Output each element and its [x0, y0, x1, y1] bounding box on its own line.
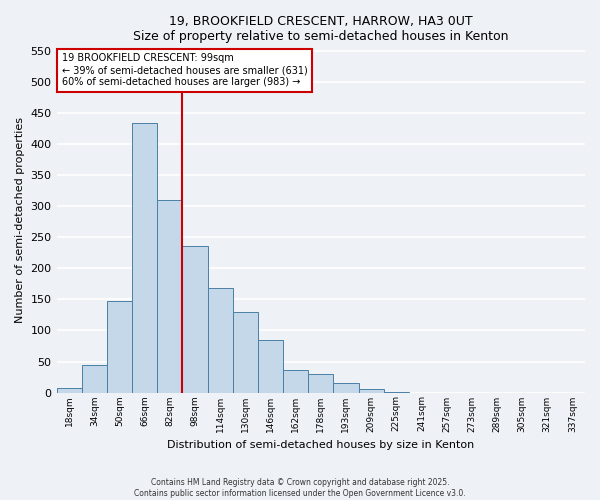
X-axis label: Distribution of semi-detached houses by size in Kenton: Distribution of semi-detached houses by …	[167, 440, 475, 450]
Bar	[283, 370, 308, 392]
Bar	[233, 312, 258, 392]
Bar	[182, 246, 208, 392]
Bar	[359, 390, 383, 392]
Bar	[208, 288, 233, 393]
Text: 19 BROOKFIELD CRESCENT: 99sqm
← 39% of semi-detached houses are smaller (631)
60: 19 BROOKFIELD CRESCENT: 99sqm ← 39% of s…	[62, 54, 308, 86]
Y-axis label: Number of semi-detached properties: Number of semi-detached properties	[15, 118, 25, 324]
Bar	[132, 123, 157, 392]
Bar	[107, 302, 132, 392]
Bar	[56, 388, 82, 392]
Title: 19, BROOKFIELD CRESCENT, HARROW, HA3 0UT
Size of property relative to semi-detac: 19, BROOKFIELD CRESCENT, HARROW, HA3 0UT…	[133, 15, 509, 43]
Bar	[82, 364, 107, 392]
Bar	[258, 340, 283, 392]
Bar	[157, 200, 182, 392]
Bar	[308, 374, 334, 392]
Bar	[334, 382, 359, 392]
Text: Contains HM Land Registry data © Crown copyright and database right 2025.
Contai: Contains HM Land Registry data © Crown c…	[134, 478, 466, 498]
